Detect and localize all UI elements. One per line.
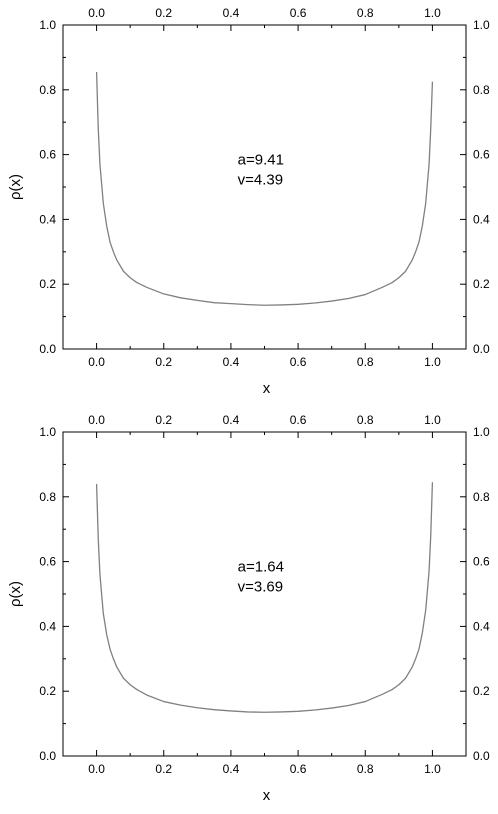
x-tick-label-top: 0.4 [223, 413, 240, 427]
y-tick-label-left: 0.6 [39, 148, 56, 162]
y-tick-label-right: 0.0 [473, 749, 490, 763]
x-tick-label-bottom: 1.0 [424, 762, 441, 776]
y-tick-label-left: 0.8 [39, 490, 56, 504]
y-tick-label-left: 0.8 [39, 83, 56, 97]
y-tick-label-left: 1.0 [39, 18, 56, 32]
x-tick-label-bottom: 0.2 [155, 355, 172, 369]
y-tick-label-left: 0.6 [39, 555, 56, 569]
y-tick-label-left: 0.2 [39, 277, 56, 291]
x-axis-title: x [263, 787, 271, 804]
series-line [95, 71, 434, 306]
x-tick-label-top: 0.8 [357, 413, 374, 427]
x-tick-label-bottom: 0.6 [290, 762, 307, 776]
y-tick-label-left: 0.2 [39, 684, 56, 698]
x-tick-label-bottom: 0.0 [88, 355, 105, 369]
x-tick-label-top: 0.2 [155, 6, 172, 20]
y-axis-title: ρ(x) [7, 174, 24, 200]
chart-bottom: 0.0 0.0 0.2 0.2 0.4 0.4 0.6 0.6 0.8 0.8 1.0 1.0 0.0 0… [7, 413, 490, 804]
x-tick-label-bottom: 1.0 [424, 355, 441, 369]
chart-top: 0.0 0.0 0.2 0.2 0.4 0.4 0.6 0.6 0.8 0.8 1.0 1.0 0.0 0… [7, 6, 490, 397]
x-tick-label-top: 1.0 [424, 413, 441, 427]
x-tick-label-bottom: 0.8 [357, 762, 374, 776]
x-tick-label-bottom: 0.4 [223, 762, 240, 776]
x-tick-label-bottom: 0.0 [88, 762, 105, 776]
y-tick-label-right: 0.4 [473, 212, 490, 226]
series-line [95, 482, 434, 713]
x-tick-label-top: 1.0 [424, 6, 441, 20]
y-tick-label-left: 0.0 [39, 342, 56, 356]
y-tick-label-right: 0.8 [473, 490, 490, 504]
y-tick-label-left: 0.4 [39, 212, 56, 226]
y-tick-label-left: 0.0 [39, 749, 56, 763]
y-tick-label-left: 0.4 [39, 619, 56, 633]
x-axis-title: x [263, 380, 271, 397]
y-tick-label-right: 0.0 [473, 342, 490, 356]
annotation-line: a=1.64 [238, 558, 284, 575]
y-tick-label-left: 1.0 [39, 425, 56, 439]
x-tick-label-top: 0.0 [88, 6, 105, 20]
annotation-line: v=3.69 [238, 578, 283, 595]
y-tick-label-right: 0.2 [473, 277, 490, 291]
y-tick-label-right: 0.8 [473, 83, 490, 97]
annotation-line: a=9.41 [238, 151, 284, 168]
x-tick-label-top: 0.6 [290, 413, 307, 427]
y-tick-label-right: 0.6 [473, 555, 490, 569]
x-tick-label-bottom: 0.8 [357, 355, 374, 369]
annotation-line: v=4.39 [238, 171, 283, 188]
x-tick-label-bottom: 0.6 [290, 355, 307, 369]
y-tick-label-right: 0.2 [473, 684, 490, 698]
x-tick-label-top: 0.0 [88, 413, 105, 427]
x-tick-label-top: 0.2 [155, 413, 172, 427]
y-tick-label-right: 1.0 [473, 18, 490, 32]
x-tick-label-top: 0.8 [357, 6, 374, 20]
x-tick-label-top: 0.6 [290, 6, 307, 20]
x-tick-label-bottom: 0.4 [223, 355, 240, 369]
y-axis-title: ρ(x) [7, 581, 24, 607]
x-tick-label-top: 0.4 [223, 6, 240, 20]
y-tick-label-right: 0.6 [473, 148, 490, 162]
y-tick-label-right: 1.0 [473, 425, 490, 439]
x-tick-label-bottom: 0.2 [155, 762, 172, 776]
y-tick-label-right: 0.4 [473, 619, 490, 633]
